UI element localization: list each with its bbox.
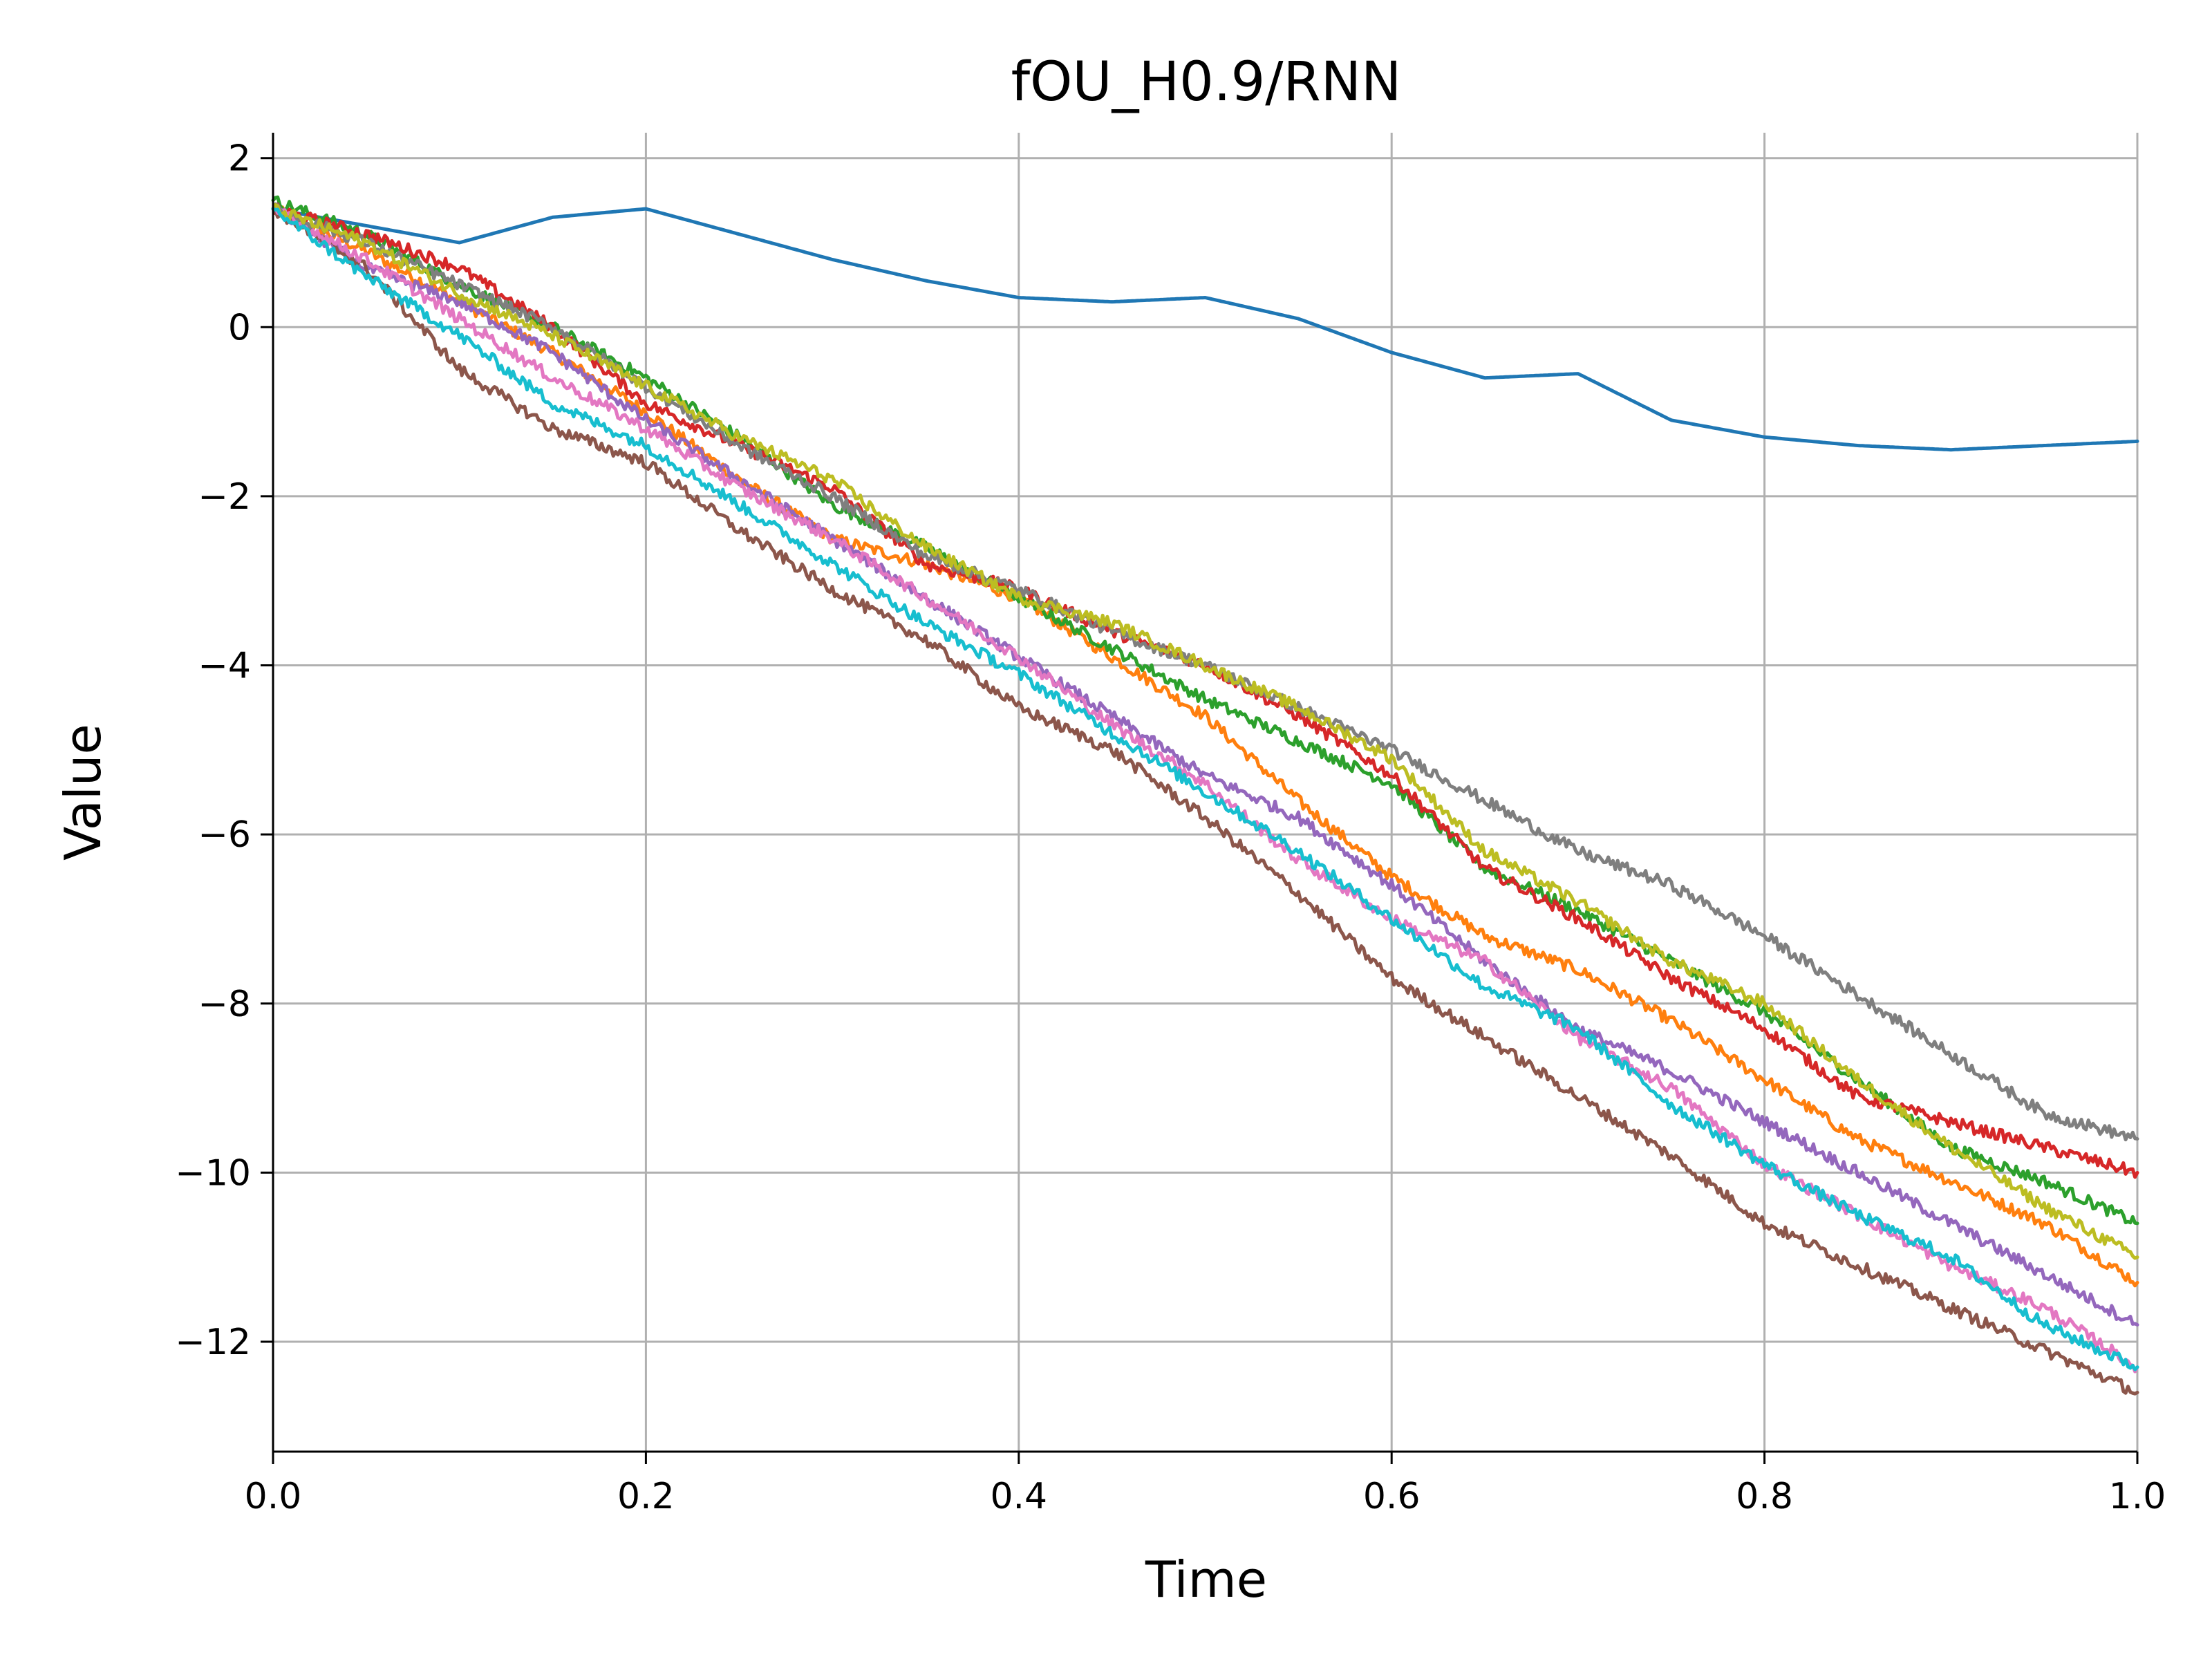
series-line-5 [271, 206, 2139, 1327]
x-ticks: 0.0 0.2 0.4 0.6 0.8 1.0 [245, 1452, 2166, 1517]
series-group [271, 195, 2139, 1396]
series-line-8 [271, 202, 2139, 1142]
y-tick-label: −6 [198, 814, 251, 856]
x-tick-label: 0.6 [1363, 1476, 1421, 1517]
y-ticks: 2 0 −2 −4 −6 −8 −10 −12 [175, 138, 273, 1363]
x-axis-label: Time [1145, 1550, 1267, 1609]
y-tick-label: −2 [198, 476, 251, 518]
y-tick-label: 0 [228, 307, 251, 348]
y-tick-label: −8 [198, 984, 251, 1025]
x-tick-label: 0.2 [617, 1476, 675, 1517]
axes [272, 133, 2137, 1453]
x-tick-label: 0.8 [1736, 1476, 1793, 1517]
series-line-3 [271, 195, 2139, 1226]
series-line-7 [271, 206, 2139, 1374]
y-tick-label: 2 [228, 138, 251, 180]
y-tick-label: −12 [175, 1322, 251, 1363]
y-tick-label: −10 [175, 1152, 251, 1194]
grid-lines [272, 133, 2139, 1452]
series-line-10 [271, 207, 2139, 1371]
x-tick-label: 0.0 [245, 1476, 302, 1517]
series-line-9 [271, 203, 2139, 1260]
chart-title: fOU_H0.9/RNN [1011, 51, 1402, 113]
x-tick-label: 0.4 [990, 1476, 1047, 1517]
series-line-6 [271, 207, 2139, 1396]
y-tick-label: −4 [198, 646, 251, 687]
series-line-2 [271, 205, 2139, 1288]
x-tick-label: 1.0 [2109, 1476, 2166, 1517]
y-axis-label: Value [54, 724, 112, 861]
series-line-1 [271, 207, 2139, 452]
